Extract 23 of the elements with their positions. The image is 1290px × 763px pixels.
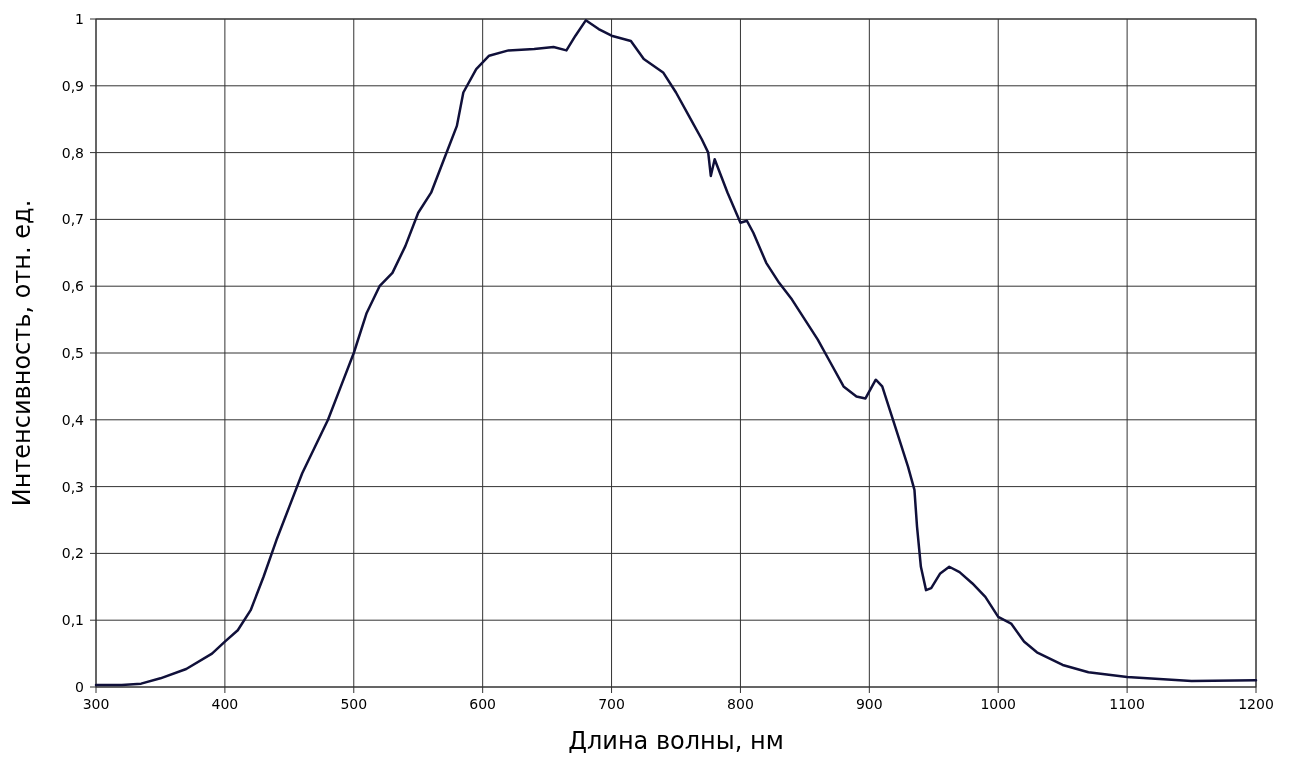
y-tick-label: 0,2 bbox=[61, 545, 84, 562]
y-tick-label: 0,3 bbox=[61, 478, 84, 495]
y-tick-label: 0,8 bbox=[61, 144, 84, 161]
y-tick-label: 0,6 bbox=[61, 278, 85, 295]
x-tick-label: 500 bbox=[340, 696, 368, 712]
x-tick-label: 1000 bbox=[980, 696, 1017, 712]
x-tick-label: 900 bbox=[855, 696, 883, 712]
y-tick-label: 0,1 bbox=[61, 612, 84, 629]
x-tick-label: 300 bbox=[82, 696, 110, 712]
x-axis-title: Длина волны, нм bbox=[568, 727, 784, 755]
x-tick-label: 400 bbox=[211, 696, 239, 712]
y-tick-label: 0 bbox=[75, 679, 84, 695]
y-tick-label: 0,9 bbox=[61, 77, 84, 94]
x-tick-label: 800 bbox=[727, 696, 754, 712]
x-tick-label: 700 bbox=[598, 696, 625, 712]
y-tick-label: 0,5 bbox=[61, 345, 84, 361]
y-tick-label: 1 bbox=[75, 11, 84, 27]
y-tick-label: 0,4 bbox=[61, 411, 85, 428]
y-tick-label: 0,7 bbox=[61, 211, 84, 228]
x-tick-label: 1100 bbox=[1109, 696, 1145, 712]
x-tick-label: 600 bbox=[469, 696, 497, 712]
y-axis-title: Интенсивность, отн. ед. bbox=[8, 199, 36, 507]
x-tick-label: 1200 bbox=[1238, 696, 1274, 712]
